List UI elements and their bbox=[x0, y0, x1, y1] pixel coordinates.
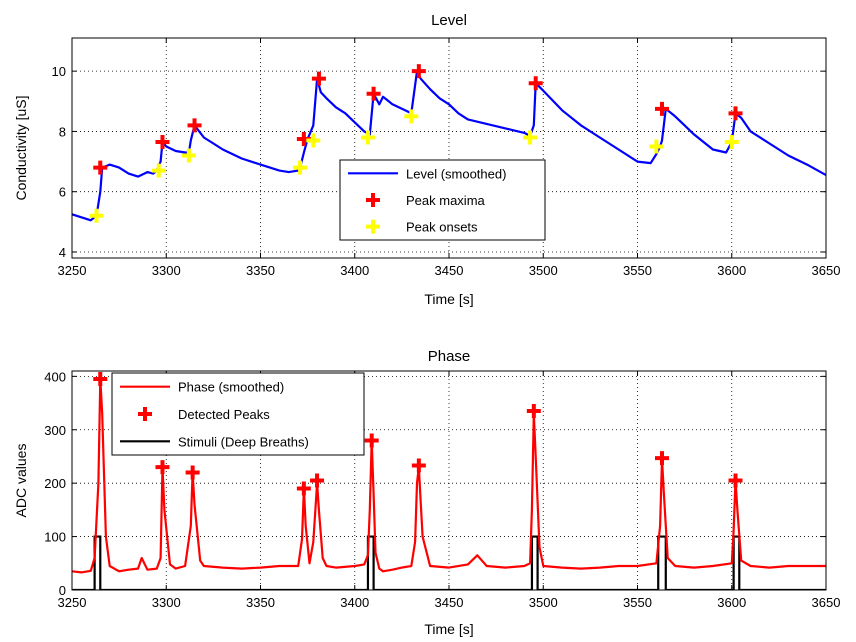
data-point-marker bbox=[528, 76, 543, 91]
data-point-marker bbox=[411, 64, 426, 79]
legend-marker bbox=[366, 219, 380, 234]
data-point-marker bbox=[523, 130, 538, 145]
y-tick-label: 0 bbox=[59, 583, 66, 598]
data-point-marker bbox=[93, 372, 108, 387]
series-stimuli-line bbox=[72, 535, 826, 590]
legend-label: Detected Peaks bbox=[178, 407, 270, 422]
x-tick-label: 3250 bbox=[58, 263, 87, 278]
y-tick-label: 4 bbox=[59, 245, 66, 260]
x-tick-label: 3300 bbox=[152, 263, 181, 278]
x-tick-label: 3450 bbox=[435, 595, 464, 610]
data-point-marker bbox=[185, 465, 200, 480]
y-tick-label: 100 bbox=[44, 530, 66, 545]
data-point-marker bbox=[728, 473, 743, 488]
data-point-marker bbox=[728, 106, 743, 121]
x-tick-label: 3300 bbox=[152, 595, 181, 610]
legend-label: Level (smoothed) bbox=[406, 166, 506, 181]
legend-label: Stimuli (Deep Breaths) bbox=[178, 434, 309, 449]
x-tick-label: 3550 bbox=[623, 263, 652, 278]
chart-title: Phase bbox=[428, 348, 471, 365]
data-point-marker bbox=[155, 460, 170, 475]
data-point-marker bbox=[187, 118, 202, 133]
series-layer bbox=[72, 372, 826, 590]
chart-phase: 3250 3300 3350 3400 3450 3500 3550 3600 3650 0 100… bbox=[13, 348, 840, 637]
data-point-marker bbox=[306, 133, 321, 148]
data-point-marker bbox=[411, 458, 426, 473]
data-point-marker bbox=[155, 134, 170, 149]
data-point-marker bbox=[93, 160, 108, 175]
x-axis-label: Time [s] bbox=[424, 621, 473, 637]
data-point-marker bbox=[151, 163, 166, 178]
x-tick-label: 3650 bbox=[812, 263, 841, 278]
data-point-marker bbox=[724, 134, 739, 149]
chart-level: 3250 3300 3350 3400 3450 3500 3550 3600 3650 4 6 8 1… bbox=[13, 12, 840, 307]
x-tick-label: 3400 bbox=[340, 263, 369, 278]
data-point-marker bbox=[404, 109, 419, 124]
data-point-marker bbox=[364, 433, 379, 448]
data-point-marker bbox=[655, 451, 670, 466]
legend: Level (smoothed) Peak maxima Peak onsets bbox=[339, 159, 546, 241]
data-point-marker bbox=[310, 473, 325, 488]
y-axis-label: Conductivity [uS] bbox=[13, 95, 29, 200]
x-tick-label: 3550 bbox=[623, 595, 652, 610]
legend-label: Peak maxima bbox=[406, 193, 486, 208]
legend-label: Peak onsets bbox=[406, 220, 478, 235]
y-tick-label: 300 bbox=[44, 423, 66, 438]
data-point-marker bbox=[360, 130, 375, 145]
data-point-marker bbox=[181, 148, 196, 163]
chart-title: Level bbox=[431, 12, 467, 29]
y-tick-label: 200 bbox=[44, 476, 66, 491]
legend-label: Phase (smoothed) bbox=[178, 380, 284, 395]
series-layer bbox=[72, 64, 826, 223]
x-tick-label: 3650 bbox=[812, 595, 841, 610]
series-line bbox=[72, 377, 826, 574]
data-point-marker bbox=[293, 160, 308, 175]
y-tick-label: 400 bbox=[44, 369, 66, 384]
data-point-marker bbox=[89, 208, 104, 223]
x-tick-label: 3450 bbox=[435, 263, 464, 278]
x-tick-label: 3350 bbox=[246, 595, 275, 610]
legend-marker bbox=[138, 407, 152, 421]
x-tick-label: 3600 bbox=[717, 263, 746, 278]
x-tick-label: 3500 bbox=[529, 263, 558, 278]
data-point-marker bbox=[366, 86, 381, 101]
x-tick-label: 3400 bbox=[340, 595, 369, 610]
y-tick-label: 10 bbox=[52, 64, 66, 79]
y-tick-label: 8 bbox=[59, 124, 66, 139]
x-tick-label: 3600 bbox=[717, 595, 746, 610]
legend: Phase (smoothed) Detected Peaks Stimuli (D… bbox=[111, 372, 365, 456]
data-point-marker bbox=[311, 71, 326, 86]
x-axis-label: Time [s] bbox=[424, 291, 473, 307]
data-point-marker bbox=[296, 481, 311, 496]
data-point-marker bbox=[649, 139, 664, 154]
data-point-marker bbox=[655, 101, 670, 116]
x-tick-label: 3500 bbox=[529, 595, 558, 610]
x-tick-label: 3350 bbox=[246, 263, 275, 278]
data-point-marker bbox=[526, 404, 541, 419]
y-tick-label: 6 bbox=[59, 185, 66, 200]
x-tick-label: 3250 bbox=[58, 595, 87, 610]
y-axis-label: ADC values bbox=[13, 444, 29, 518]
legend-marker bbox=[366, 193, 380, 207]
